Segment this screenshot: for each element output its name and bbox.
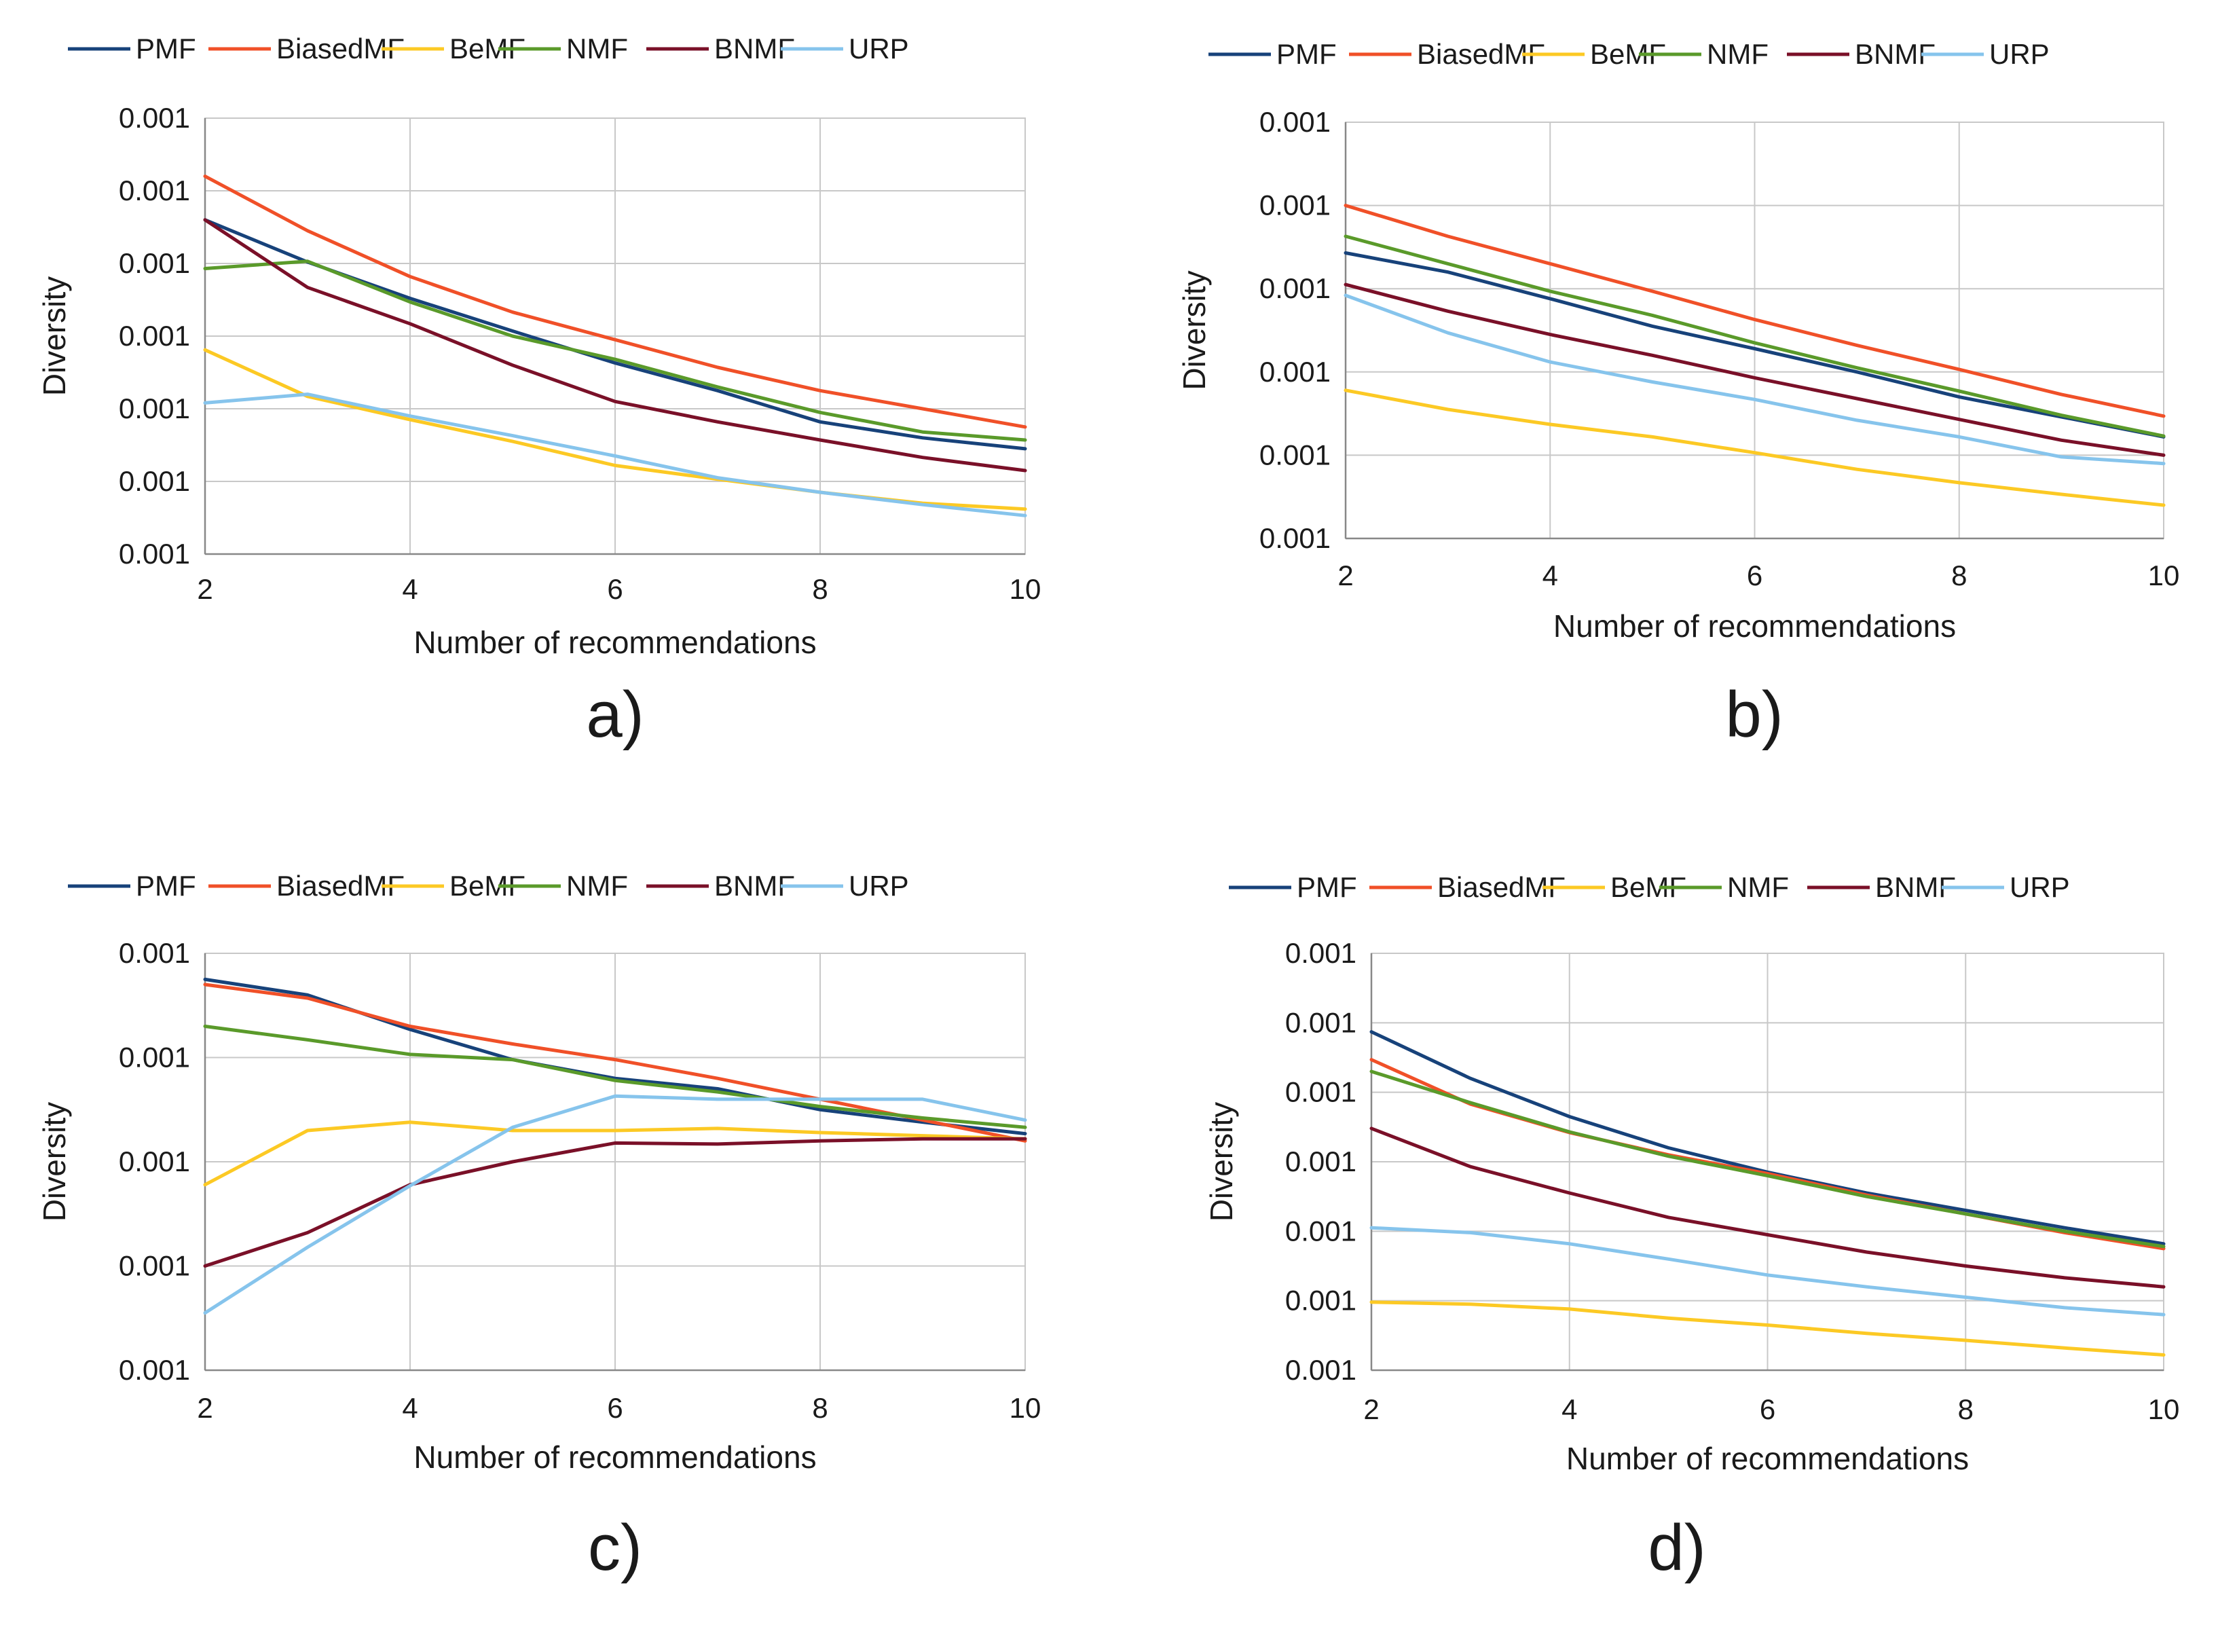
- x-tick-label: 8: [1951, 559, 1967, 591]
- series-line-biasedmf: [1344, 204, 2166, 418]
- legend-label-pmf: PMF: [1276, 38, 1337, 70]
- x-tick-label: 10: [2148, 1393, 2180, 1425]
- y-tick-label: 0.001: [119, 1042, 190, 1073]
- series-line-bnmf: [203, 218, 1027, 473]
- series-line-urp: [1344, 293, 2166, 466]
- legend-label-nmf: NMF: [1727, 871, 1789, 903]
- y-tick-label: 0.001: [1259, 272, 1331, 304]
- y-tick-label: 0.001: [1285, 1076, 1356, 1108]
- series-line-bemf: [1369, 1300, 2166, 1357]
- y-tick-label: 0.001: [119, 538, 190, 570]
- legend-label-pmf: PMF: [136, 870, 196, 902]
- series-line-urp: [203, 1094, 1027, 1315]
- series-line-nmf: [1369, 1069, 2166, 1249]
- y-tick-label: 0.001: [119, 1354, 190, 1386]
- legend-label-urp: URP: [849, 870, 909, 902]
- x-tick-label: 2: [197, 1392, 212, 1424]
- y-tick-label: 0.001: [1259, 106, 1331, 138]
- x-tick-label: 10: [1010, 1392, 1041, 1424]
- y-tick-label: 0.001: [119, 392, 190, 424]
- x-tick-label: 2: [1337, 559, 1353, 591]
- series-line-nmf: [203, 1025, 1027, 1129]
- y-tick-label: 0.001: [119, 1145, 190, 1177]
- legend-label-pmf: PMF: [1297, 871, 1357, 903]
- y-tick-label: 0.001: [119, 247, 190, 279]
- y-axis-label: Diversity: [1204, 1102, 1239, 1222]
- x-tick-label: 4: [1561, 1393, 1577, 1425]
- x-tick-label: 8: [1958, 1393, 1974, 1425]
- y-tick-label: 0.001: [119, 175, 190, 206]
- y-axis-label: Diversity: [1177, 270, 1212, 390]
- legend-label-pmf: PMF: [136, 33, 196, 65]
- legend-label-urp: URP: [1989, 38, 2050, 70]
- x-tick-label: 4: [1542, 559, 1558, 591]
- panel-label: c): [588, 1511, 642, 1584]
- series-line-biasedmf: [203, 175, 1027, 429]
- x-tick-label: 8: [812, 1392, 828, 1424]
- panel-label: a): [586, 678, 644, 751]
- legend-label-nmf: NMF: [566, 870, 628, 902]
- x-tick-label: 10: [1010, 573, 1041, 605]
- x-axis-label: Number of recommendations: [413, 1439, 816, 1475]
- y-tick-label: 0.001: [119, 937, 190, 969]
- y-tick-label: 0.001: [1285, 1006, 1356, 1038]
- y-tick-label: 0.001: [119, 1250, 190, 1282]
- x-tick-label: 8: [812, 573, 828, 605]
- series-line-pmf: [1344, 251, 2166, 439]
- x-tick-label: 6: [1747, 559, 1762, 591]
- y-axis-label: Diversity: [37, 1102, 72, 1222]
- panel-label: d): [1648, 1511, 1705, 1584]
- series-line-nmf: [1344, 234, 2166, 438]
- series-line-nmf: [203, 259, 1027, 442]
- series-line-bnmf: [1369, 1126, 2166, 1289]
- y-tick-label: 0.001: [1285, 1354, 1356, 1386]
- x-tick-label: 10: [2148, 559, 2180, 591]
- x-tick-label: 4: [402, 573, 418, 605]
- y-tick-label: 0.001: [1259, 356, 1331, 388]
- x-axis-label: Number of recommendations: [413, 625, 816, 660]
- y-tick-label: 0.001: [119, 102, 190, 134]
- y-tick-label: 0.001: [1285, 1215, 1356, 1247]
- y-tick-label: 0.001: [1285, 937, 1356, 969]
- legend-label-nmf: NMF: [1707, 38, 1769, 70]
- series-line-bemf: [203, 1120, 1027, 1187]
- y-axis-label: Diversity: [37, 276, 72, 396]
- x-tick-label: 4: [402, 1392, 418, 1424]
- series-line-bnmf: [203, 1137, 1027, 1268]
- x-tick-label: 2: [1363, 1393, 1379, 1425]
- y-tick-label: 0.001: [1259, 189, 1331, 221]
- x-axis-label: Number of recommendations: [1553, 608, 1956, 644]
- legend-label-nmf: NMF: [566, 33, 628, 65]
- y-tick-label: 0.001: [1259, 522, 1331, 554]
- y-tick-label: 0.001: [1285, 1285, 1356, 1317]
- x-tick-label: 6: [607, 573, 623, 605]
- y-tick-label: 0.001: [1285, 1145, 1356, 1177]
- y-tick-label: 0.001: [119, 320, 190, 352]
- x-tick-label: 6: [1760, 1393, 1775, 1425]
- y-tick-label: 0.001: [1259, 439, 1331, 471]
- series-line-urp: [203, 392, 1027, 517]
- x-axis-label: Number of recommendations: [1566, 1441, 1969, 1476]
- x-tick-label: 2: [197, 573, 212, 605]
- series-line-bnmf: [1344, 282, 2166, 457]
- y-tick-label: 0.001: [119, 465, 190, 497]
- legend-label-urp: URP: [849, 33, 909, 65]
- panel-label: b): [1725, 678, 1783, 751]
- series-line-urp: [1369, 1226, 2166, 1317]
- series-line-bemf: [1344, 388, 2166, 507]
- legend-label-urp: URP: [2010, 871, 2070, 903]
- x-tick-label: 6: [607, 1392, 623, 1424]
